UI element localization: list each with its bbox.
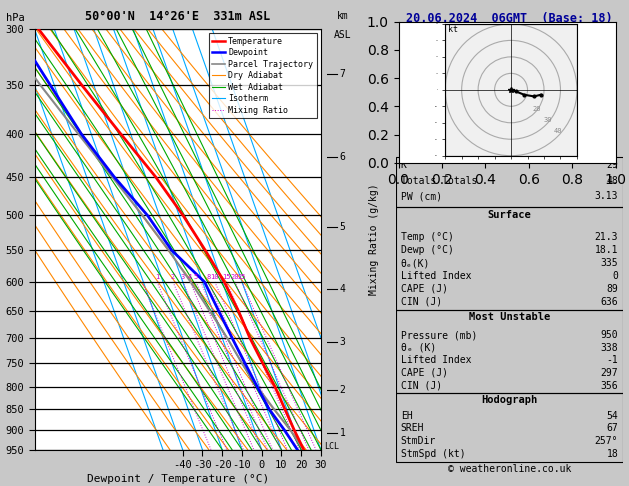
Bar [445, 24, 577, 156]
Text: θₑ (K): θₑ (K) [401, 343, 436, 353]
Text: 54: 54 [606, 411, 618, 420]
Text: StmSpd (kt): StmSpd (kt) [401, 449, 465, 459]
Text: Most Unstable: Most Unstable [469, 312, 550, 322]
Text: θₑ(K): θₑ(K) [401, 258, 430, 268]
Text: CIN (J): CIN (J) [401, 381, 442, 391]
Text: 356: 356 [601, 381, 618, 391]
Text: CIN (J): CIN (J) [401, 297, 442, 307]
Text: 950: 950 [601, 330, 618, 340]
Text: 18.1: 18.1 [594, 245, 618, 255]
Text: 7: 7 [340, 69, 345, 79]
Text: 335: 335 [601, 258, 618, 268]
Text: 3.13: 3.13 [594, 191, 618, 201]
Text: EH: EH [401, 411, 413, 420]
Text: PW (cm): PW (cm) [401, 191, 442, 201]
Text: 1: 1 [340, 428, 345, 438]
X-axis label: Dewpoint / Temperature (°C): Dewpoint / Temperature (°C) [87, 474, 269, 484]
Text: 67: 67 [606, 423, 618, 434]
Text: 30: 30 [543, 117, 552, 123]
Text: Pressure (mb): Pressure (mb) [401, 330, 477, 340]
Text: StmDir: StmDir [401, 436, 436, 446]
Text: hPa: hPa [6, 13, 25, 23]
Text: Surface: Surface [487, 209, 532, 220]
Text: Temp (°C): Temp (°C) [401, 232, 454, 242]
Text: 3: 3 [181, 274, 185, 280]
Text: kt: kt [448, 25, 459, 34]
Text: 4: 4 [340, 284, 345, 294]
Text: 257°: 257° [594, 436, 618, 446]
Text: 25: 25 [238, 274, 246, 280]
Text: 5: 5 [340, 222, 345, 232]
Text: © weatheronline.co.uk: © weatheronline.co.uk [448, 464, 571, 474]
Bar [396, 157, 623, 208]
Text: 89: 89 [606, 284, 618, 294]
Text: Dewp (°C): Dewp (°C) [401, 245, 454, 255]
Text: 4: 4 [188, 274, 192, 280]
Text: 297: 297 [601, 368, 618, 378]
Text: -1: -1 [606, 355, 618, 365]
Text: 3: 3 [340, 337, 345, 347]
Legend: Temperature, Dewpoint, Parcel Trajectory, Dry Adiabat, Wet Adiabat, Isotherm, Mi: Temperature, Dewpoint, Parcel Trajectory… [209, 34, 316, 118]
Text: 338: 338 [601, 343, 618, 353]
Text: CAPE (J): CAPE (J) [401, 368, 448, 378]
Text: 20.06.2024  06GMT  (Base: 18): 20.06.2024 06GMT (Base: 18) [406, 13, 613, 25]
Bar [396, 208, 623, 310]
Text: 636: 636 [601, 297, 618, 307]
Text: ASL: ASL [334, 30, 352, 40]
Bar [396, 393, 623, 462]
Text: Lifted Index: Lifted Index [401, 355, 471, 365]
Text: 20: 20 [231, 274, 239, 280]
Text: Lifted Index: Lifted Index [401, 271, 471, 281]
Text: 15: 15 [222, 274, 231, 280]
Text: CAPE (J): CAPE (J) [401, 284, 448, 294]
Text: 40: 40 [554, 128, 562, 134]
Text: K: K [401, 160, 407, 170]
Text: Totals Totals: Totals Totals [401, 175, 477, 186]
Text: 2: 2 [340, 384, 345, 395]
Text: 50°00'N  14°26'E  331m ASL: 50°00'N 14°26'E 331m ASL [85, 10, 270, 23]
Text: 8: 8 [206, 274, 211, 280]
Text: 18: 18 [606, 449, 618, 459]
Text: 2: 2 [171, 274, 175, 280]
Text: Hodograph: Hodograph [481, 396, 538, 405]
Text: 48: 48 [606, 175, 618, 186]
Text: 5: 5 [194, 274, 198, 280]
Text: 1: 1 [155, 274, 159, 280]
Text: 6: 6 [340, 152, 345, 162]
Text: 21.3: 21.3 [594, 232, 618, 242]
Text: 0: 0 [612, 271, 618, 281]
Text: km: km [337, 11, 348, 21]
Text: SREH: SREH [401, 423, 425, 434]
Text: 20: 20 [533, 106, 541, 112]
Text: 29: 29 [606, 160, 618, 170]
Text: Mixing Ratio (g/kg): Mixing Ratio (g/kg) [369, 184, 379, 295]
Bar [396, 310, 623, 393]
Text: LCL: LCL [324, 442, 338, 451]
Text: 10: 10 [211, 274, 219, 280]
